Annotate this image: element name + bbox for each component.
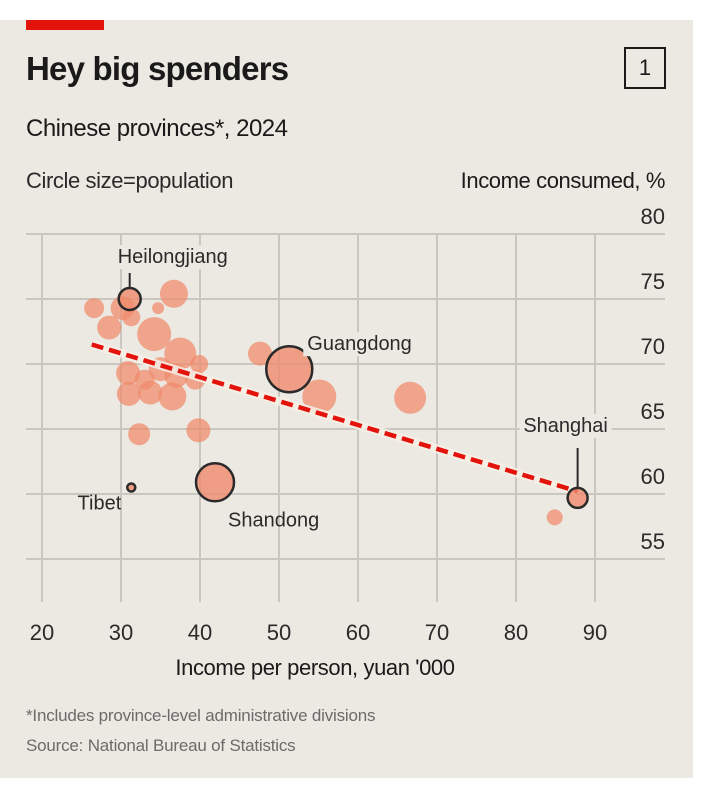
label-heilongjiang-bg	[113, 245, 248, 269]
bubble	[190, 355, 209, 373]
bubble	[84, 298, 105, 319]
label-shanghai: Shanghai	[523, 415, 608, 437]
highlighted-bubbles	[117, 286, 589, 510]
x-tick-label: 90	[583, 620, 607, 645]
x-tick-label: 80	[504, 620, 528, 645]
label-shanghai-bg	[519, 414, 612, 438]
label-guangdong-bg	[303, 332, 406, 357]
x-tick-label: 60	[346, 620, 370, 645]
y-axis-label: Income consumed, %	[460, 168, 666, 193]
y-tick-label: 75	[641, 269, 665, 294]
x-tick-label: 40	[188, 620, 212, 645]
bubble	[186, 418, 211, 443]
x-axis-label: Income per person, yuan '000	[175, 655, 455, 680]
chart-number-badge: 1	[624, 47, 666, 89]
bubble	[302, 379, 337, 414]
bubble	[116, 381, 141, 406]
gridlines	[26, 233, 665, 602]
label-guangdong: Guangdong	[307, 333, 412, 355]
x-tick-label: 50	[267, 620, 291, 645]
bubbles	[84, 279, 563, 526]
bubble-shanghai	[566, 486, 589, 510]
bubble	[158, 382, 187, 411]
size-legend-note: Circle size=population	[26, 168, 234, 193]
bubble	[248, 341, 273, 366]
chart-card	[0, 20, 693, 778]
y-tick-label: 60	[641, 464, 665, 489]
chart-title: Hey big spenders	[26, 50, 289, 87]
bubble	[122, 308, 141, 327]
x-tick-label: 70	[425, 620, 449, 645]
x-tick-labels: 20 30 40 50 60 70 80 90	[30, 620, 607, 645]
bubble	[546, 509, 563, 526]
red-accent-tag	[26, 20, 104, 30]
y-tick-label: 55	[641, 529, 665, 554]
bubble	[164, 337, 197, 370]
bubble	[152, 302, 165, 315]
bubble	[137, 317, 172, 352]
y-tick-label: 70	[641, 334, 665, 359]
chart-subtitle: Chinese provinces*, 2024	[26, 115, 288, 142]
y-tick-labels: 80 75 70 65 60 55	[641, 204, 665, 554]
source-note: Source: National Bureau of Statistics	[26, 736, 296, 755]
annotations: Heilongjiang Guangdong Shandong Tibet Shangh…	[78, 245, 612, 531]
label-shandong: Shandong	[228, 509, 319, 531]
label-heilongjiang: Heilongjiang	[118, 246, 228, 268]
bubble	[394, 381, 427, 414]
bubble	[138, 380, 163, 405]
x-tick-label: 20	[30, 620, 54, 645]
bubble	[97, 315, 122, 340]
trend-line-group	[90, 340, 579, 496]
y-tick-label: 80	[641, 204, 665, 229]
x-tick-label: 30	[109, 620, 133, 645]
bubble	[128, 423, 151, 446]
y-tick-label: 65	[641, 399, 665, 424]
trend-line	[91, 342, 579, 494]
bubble-shandong	[194, 462, 236, 503]
footnote: *Includes province-level administrative …	[26, 706, 376, 725]
bubble-heilongjiang	[117, 286, 142, 312]
label-tibet: Tibet	[78, 493, 122, 515]
bubble	[116, 361, 141, 386]
bubble-guangdong	[265, 344, 314, 394]
bubble-tibet	[126, 482, 137, 493]
bubble	[159, 279, 188, 308]
